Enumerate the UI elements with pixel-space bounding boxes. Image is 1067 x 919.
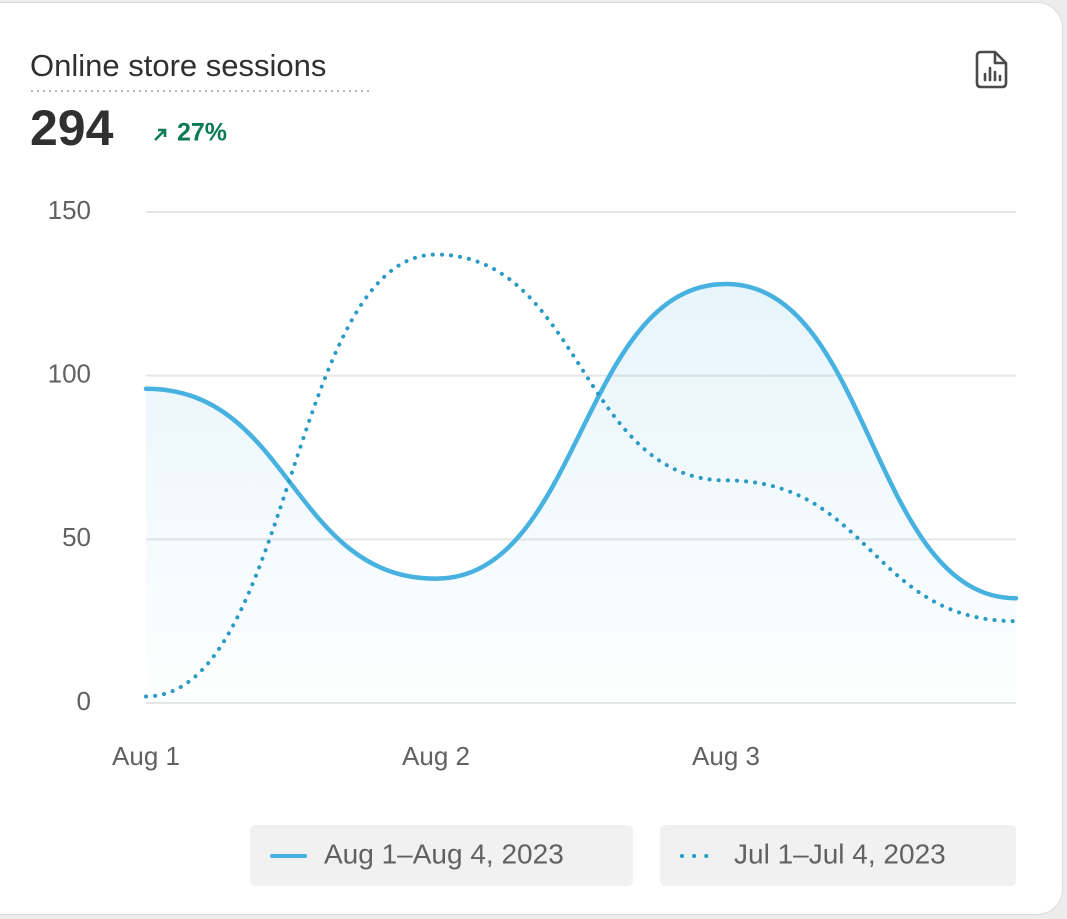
x-tick-label: Aug 3 [692, 741, 760, 771]
legend-box [250, 825, 633, 886]
legend-label: Jul 1–Jul 4, 2023 [734, 838, 946, 869]
card-title[interactable]: Online store sessions [30, 48, 326, 83]
change-value: 27% [177, 119, 227, 147]
export-icon[interactable] [975, 50, 1008, 89]
x-tick-label: Aug 1 [112, 741, 180, 771]
total-value: 294 [30, 100, 114, 156]
y-tick-label: 50 [62, 522, 91, 552]
y-tick-label: 150 [48, 195, 91, 225]
x-tick-label: Aug 2 [402, 741, 470, 771]
legend-item[interactable]: Aug 1–Aug 4, 2023 [250, 825, 633, 886]
legend-box [660, 825, 1016, 886]
legend-label: Aug 1–Aug 4, 2023 [324, 838, 564, 869]
series-line [143, 281, 1019, 601]
series-area [146, 284, 1016, 703]
trend-arrow [154, 128, 167, 141]
series-line [144, 252, 1018, 699]
legend-item[interactable]: Jul 1–Jul 4, 2023 [660, 825, 1016, 886]
y-tick-label: 100 [48, 359, 91, 389]
y-tick-label: 0 [77, 686, 91, 716]
